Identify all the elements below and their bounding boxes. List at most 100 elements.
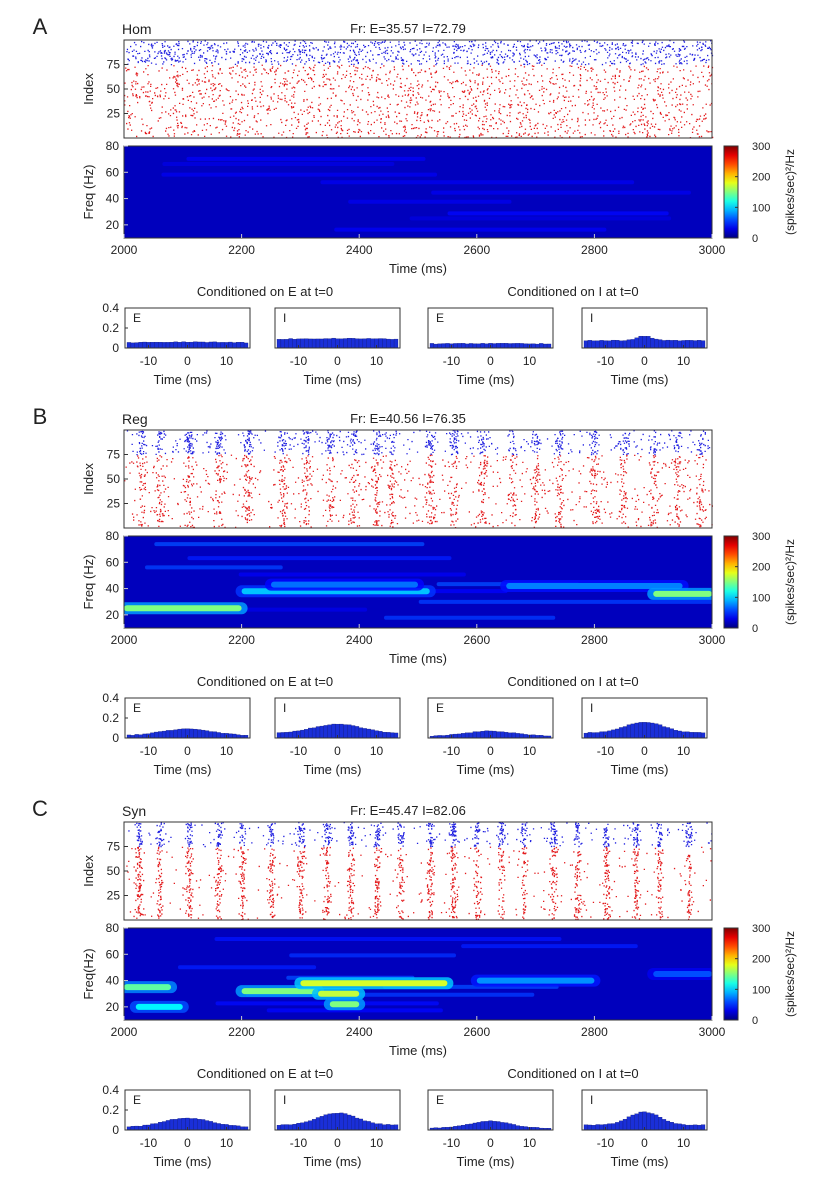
correlogram-bar bbox=[595, 1124, 600, 1131]
corr-y-tick-label: 0.4 bbox=[102, 1083, 119, 1097]
correlogram-bar bbox=[496, 343, 501, 349]
i-spikes bbox=[128, 822, 713, 848]
correlogram-e: E -10 0 10 Time (ms) bbox=[124, 697, 251, 777]
correlogram-bar bbox=[315, 726, 321, 739]
correlogram-bar bbox=[366, 1121, 371, 1131]
colorbar-tick-label: 300 bbox=[752, 141, 770, 153]
x-tick-label: 2600 bbox=[463, 633, 490, 647]
corr-x-tick-label: -10 bbox=[597, 354, 615, 368]
i-spikes bbox=[126, 430, 711, 456]
correlogram-bar bbox=[591, 1125, 596, 1131]
correlogram-xlabel: Time (ms) bbox=[456, 372, 514, 387]
correlogram-bar bbox=[386, 338, 391, 349]
correlogram-bar bbox=[492, 730, 497, 739]
correlogram-bar bbox=[492, 343, 497, 349]
correlogram-xlabel: Time (ms) bbox=[456, 762, 514, 777]
correlogram-bar bbox=[311, 338, 317, 349]
y-tick-label: 20 bbox=[106, 608, 120, 622]
correlogram-bar bbox=[461, 733, 466, 739]
spectro-stripe bbox=[154, 542, 425, 547]
correlogram-bar bbox=[464, 1124, 470, 1131]
correlogram-bar bbox=[468, 343, 474, 349]
correlogram-bar bbox=[154, 341, 159, 349]
y-tick-label: 75 bbox=[107, 448, 121, 462]
correlogram-bar bbox=[461, 1124, 466, 1131]
correlogram-e: E -10 0 10 Time (ms) bbox=[427, 697, 554, 777]
correlogram-bar bbox=[343, 724, 348, 739]
correlogram-bar bbox=[507, 343, 513, 349]
corr-x-tick-label: -10 bbox=[140, 354, 158, 368]
correlogram-e: E -10 0 10 Time (ms) bbox=[427, 307, 554, 387]
corr-y-tick-label: 0.4 bbox=[102, 301, 119, 315]
correlogram-bar bbox=[339, 1112, 344, 1131]
correlogram-bar bbox=[661, 1119, 667, 1131]
correlogram-bar bbox=[535, 343, 540, 349]
x-tick-label: 2800 bbox=[581, 1025, 608, 1039]
x-tick-label: 2200 bbox=[228, 1025, 255, 1039]
correlogram-bar bbox=[496, 731, 501, 739]
spectrogram-xlabel: Time (ms) bbox=[389, 651, 447, 666]
corr-x-tick-label: 10 bbox=[677, 744, 691, 758]
correlograms: Conditioned on E at t=0 Conditioned on I … bbox=[102, 284, 708, 387]
e-spikes bbox=[126, 846, 712, 921]
x-tick-label: 2000 bbox=[111, 633, 138, 647]
corr-x-tick-label: 0 bbox=[184, 1136, 191, 1150]
correlogram-bar bbox=[315, 338, 321, 349]
correlogram-bar bbox=[343, 338, 348, 349]
i-spikes bbox=[126, 40, 714, 66]
y-tick-label: 60 bbox=[106, 165, 120, 179]
correlogram-bar bbox=[216, 732, 221, 739]
correlogram-bar bbox=[197, 341, 202, 349]
corr-x-tick-label: 0 bbox=[334, 354, 341, 368]
y-tick-label: 25 bbox=[107, 497, 121, 511]
correlogram-bar bbox=[276, 1125, 282, 1131]
correlogram-bar bbox=[189, 341, 194, 349]
correlogram-bar bbox=[327, 724, 332, 739]
correlogram-bar bbox=[658, 339, 663, 349]
correlogram-bar bbox=[280, 1124, 285, 1131]
corr-y-tick-label: 0 bbox=[112, 1123, 119, 1137]
correlogram-e: E -10 0 10 Time (ms) bbox=[124, 1089, 251, 1169]
correlogram-bar bbox=[331, 337, 336, 349]
panel-syn: C Syn Fr: E=45.47 I=82.06 25 50 75 Index 20 40 60… bbox=[32, 796, 797, 1169]
correlogram-bar bbox=[630, 339, 635, 349]
correlogram-label: I bbox=[283, 701, 286, 715]
correlogram-bar bbox=[638, 335, 643, 349]
colorbar-gradient bbox=[723, 145, 739, 239]
correlogram-bar bbox=[523, 1126, 528, 1131]
spectrogram: 20 40 60 80 2000 2200 2400 2600 2800 3000 Freq (Hz… bbox=[81, 139, 726, 276]
correlogram-bar bbox=[484, 343, 489, 349]
correlogram-bar bbox=[693, 340, 698, 349]
spectrogram-bg bbox=[124, 928, 712, 1020]
panel-letter: B bbox=[33, 404, 48, 429]
correlogram-bar bbox=[464, 343, 470, 349]
correlogram-xlabel: Time (ms) bbox=[610, 372, 668, 387]
correlogram-label: E bbox=[133, 1093, 141, 1107]
correlogram-bar bbox=[583, 340, 589, 349]
correlogram-bar bbox=[220, 1124, 225, 1131]
correlogram-bar bbox=[228, 341, 233, 349]
correlogram-label: I bbox=[590, 311, 593, 325]
correlogram-bar bbox=[492, 1121, 497, 1131]
corr-x-tick-label: 0 bbox=[334, 744, 341, 758]
correlogram-bar bbox=[658, 724, 663, 739]
correlogram-bar bbox=[339, 723, 344, 739]
correlogram-bar bbox=[300, 729, 305, 739]
correlogram-i: I -10 0 10 Time (ms) bbox=[274, 1089, 401, 1169]
correlogram-bar bbox=[370, 338, 375, 349]
correlogram-bar bbox=[358, 338, 364, 349]
corr-x-tick-label: 10 bbox=[677, 354, 691, 368]
correlogram-bar bbox=[161, 1121, 167, 1131]
correlogram-bar bbox=[126, 342, 132, 349]
correlogram-bar bbox=[319, 338, 324, 349]
correlogram-bar bbox=[484, 1121, 489, 1131]
correlogram-bar bbox=[327, 1113, 332, 1131]
correlogram-bar bbox=[689, 340, 694, 349]
correlogram-bar bbox=[504, 1122, 509, 1131]
correlogram-bar bbox=[240, 342, 245, 349]
correlogram-bar bbox=[134, 734, 139, 739]
correlogram-bar bbox=[169, 1119, 174, 1131]
correlogram-bar bbox=[343, 1113, 348, 1131]
correlogram-bar bbox=[311, 1119, 317, 1131]
correlogram-bar bbox=[622, 726, 628, 739]
